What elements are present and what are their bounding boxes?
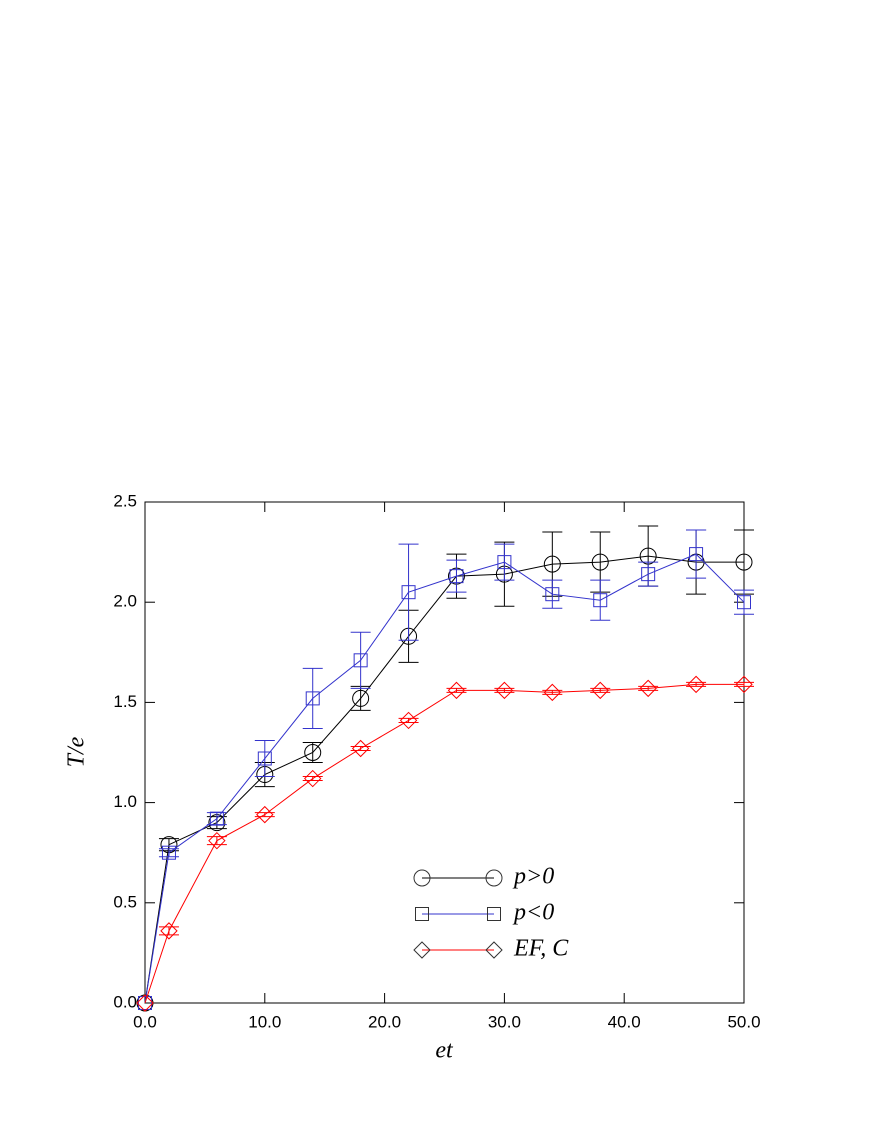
data-point: [353, 653, 368, 668]
data-point: [591, 681, 609, 700]
data-point: [138, 996, 152, 1010]
data-point: [447, 681, 466, 700]
error-bar: [398, 543, 419, 641]
data-point: [399, 711, 418, 730]
data-point: [257, 751, 272, 766]
error-bar: [206, 836, 227, 846]
y-tick-label: 0.5: [113, 892, 137, 911]
series-line: [144, 683, 744, 1004]
error-bar: [638, 561, 659, 587]
legend-marker: [485, 941, 503, 959]
legend-marker: [487, 907, 501, 921]
error-bar: [158, 926, 179, 936]
data-point: [687, 675, 705, 694]
error-bar: [734, 589, 754, 615]
data-point: [305, 691, 320, 706]
data-point: [352, 689, 370, 707]
y-tick-label: 0.0: [113, 992, 137, 1011]
error-bar: [686, 529, 707, 579]
error-bar: [350, 631, 371, 689]
data-point: [641, 567, 656, 582]
data-point: [495, 681, 514, 700]
y-axis-label: T/e: [64, 736, 90, 767]
error-bar: [494, 543, 515, 581]
data-point: [208, 831, 226, 850]
y-tick-label: 2.0: [113, 592, 137, 611]
data-point: [593, 593, 608, 608]
data-point: [136, 994, 154, 1012]
series-line: [144, 553, 745, 1004]
legend-label: EF, C: [513, 936, 569, 962]
legend-marker: [415, 907, 429, 921]
x-tick-label: 0.0: [133, 1012, 157, 1031]
data-point: [256, 805, 274, 824]
data-point: [304, 744, 322, 761]
legend-label: p<0: [512, 900, 554, 926]
x-tick-label: 40.0: [608, 1012, 641, 1031]
error-bar: [254, 739, 275, 778]
data-point: [543, 555, 561, 573]
x-tick-label: 10.0: [248, 1012, 281, 1031]
data-point: [543, 683, 562, 702]
data-point: [449, 569, 464, 584]
data-point: [401, 585, 416, 600]
data-point: [591, 553, 609, 571]
plot-frame: [144, 501, 745, 1004]
error-bar: [542, 579, 563, 609]
error-bar: [302, 741, 323, 764]
data-point: [737, 595, 751, 610]
error-bar: [446, 559, 467, 593]
series-line: [144, 555, 744, 1004]
data-point: [209, 811, 224, 826]
y-tick-label: 2.5: [113, 491, 137, 510]
y-tick-label: 1.5: [113, 692, 137, 711]
legend-marker: [413, 869, 431, 887]
legend-marker: [485, 869, 503, 887]
data-point: [639, 679, 657, 698]
legend-label: p>0: [512, 864, 554, 890]
x-tick-label: 20.0: [368, 1012, 401, 1031]
data-point: [735, 675, 753, 694]
data-point: [304, 769, 322, 788]
error-bar: [590, 579, 611, 621]
data-point: [689, 547, 704, 562]
error-bar: [302, 667, 323, 729]
data-point: [545, 587, 560, 602]
x-tick-label: 30.0: [488, 1012, 521, 1031]
data-point: [161, 845, 176, 860]
legend-marker: [413, 941, 431, 959]
x-axis-label: et: [435, 1038, 454, 1064]
data-point: [735, 553, 753, 571]
data-point: [351, 739, 370, 758]
y-tick-label: 1.0: [113, 792, 137, 811]
x-tick-label: 50.0: [727, 1012, 760, 1031]
data-point: [160, 922, 178, 940]
data-point: [497, 555, 512, 570]
